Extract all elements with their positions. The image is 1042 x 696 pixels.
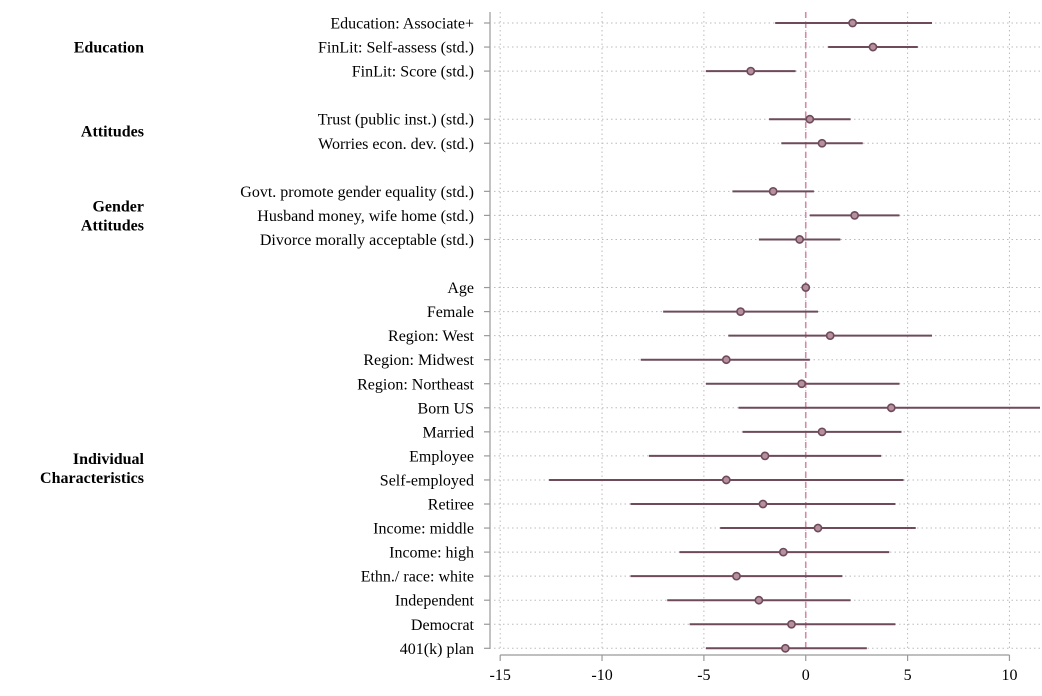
variable-label: Democrat [411, 617, 475, 634]
variable-label: Region: Midwest [363, 352, 474, 369]
variable-label: Employee [409, 448, 474, 465]
variable-label: Married [422, 424, 474, 441]
variable-label: Divorce morally acceptable (std.) [260, 232, 474, 249]
x-tick-label: 5 [904, 667, 912, 684]
estimate-marker [797, 379, 807, 389]
variable-label: FinLit: Self-assess (std.) [318, 40, 474, 57]
variable-label: FinLit: Score (std.) [352, 64, 474, 81]
group-label: Attitudes [81, 217, 144, 234]
variable-label: Retiree [428, 497, 474, 514]
group-label: Gender [92, 198, 144, 215]
estimate-marker [850, 210, 860, 220]
estimate-marker [778, 547, 788, 557]
estimate-marker [721, 475, 731, 485]
variable-label: Region: Northeast [357, 376, 474, 393]
variable-label: Age [447, 280, 474, 297]
variable-label: Income: middle [373, 521, 474, 538]
variable-label: Worries econ. dev. (std.) [318, 136, 474, 153]
estimate-marker [768, 186, 778, 196]
estimate-marker [805, 114, 815, 124]
variable-label: Ethn./ race: white [361, 569, 474, 586]
estimate-marker [825, 331, 835, 341]
variable-label: Govt. promote gender equality (std.) [240, 184, 474, 201]
variable-label: Self-employed [380, 472, 474, 489]
estimate-marker [754, 595, 764, 605]
variable-label: Education: Associate+ [330, 16, 474, 33]
estimate-marker [760, 451, 770, 461]
group-label: Education [74, 40, 144, 57]
estimate-marker [780, 643, 790, 653]
group-label: Characteristics [40, 470, 144, 487]
x-tick-label: -10 [591, 667, 612, 684]
estimate-marker [746, 66, 756, 76]
variable-label: Female [427, 304, 474, 321]
group-label: Individual [73, 451, 145, 468]
estimate-marker [848, 18, 857, 28]
estimate-marker [813, 523, 823, 533]
estimate-marker [732, 571, 741, 581]
estimate-marker [758, 499, 768, 509]
group-label: Attitudes [81, 124, 144, 141]
variable-label: 401(k) plan [400, 641, 474, 658]
estimate-marker [736, 307, 745, 316]
estimate-marker [868, 42, 878, 52]
estimate-marker [817, 427, 827, 437]
variable-label: Husband money, wife home (std.) [257, 208, 474, 225]
estimate-marker [886, 403, 896, 413]
variable-label: Region: West [388, 328, 475, 345]
variable-label: Born US [418, 400, 474, 417]
variable-label: Trust (public inst.) (std.) [318, 112, 474, 129]
x-tick-label: -15 [490, 667, 511, 684]
x-tick-label: 0 [802, 667, 810, 684]
estimate-marker [721, 355, 731, 365]
estimate-marker [787, 619, 796, 629]
estimate-marker [795, 235, 805, 244]
x-tick-label: -5 [697, 667, 710, 684]
estimate-marker [801, 283, 811, 292]
x-tick-label: 10 [1001, 667, 1017, 684]
estimate-marker [817, 138, 827, 148]
variable-label: Income: high [389, 545, 474, 562]
variable-label: Independent [395, 593, 475, 610]
